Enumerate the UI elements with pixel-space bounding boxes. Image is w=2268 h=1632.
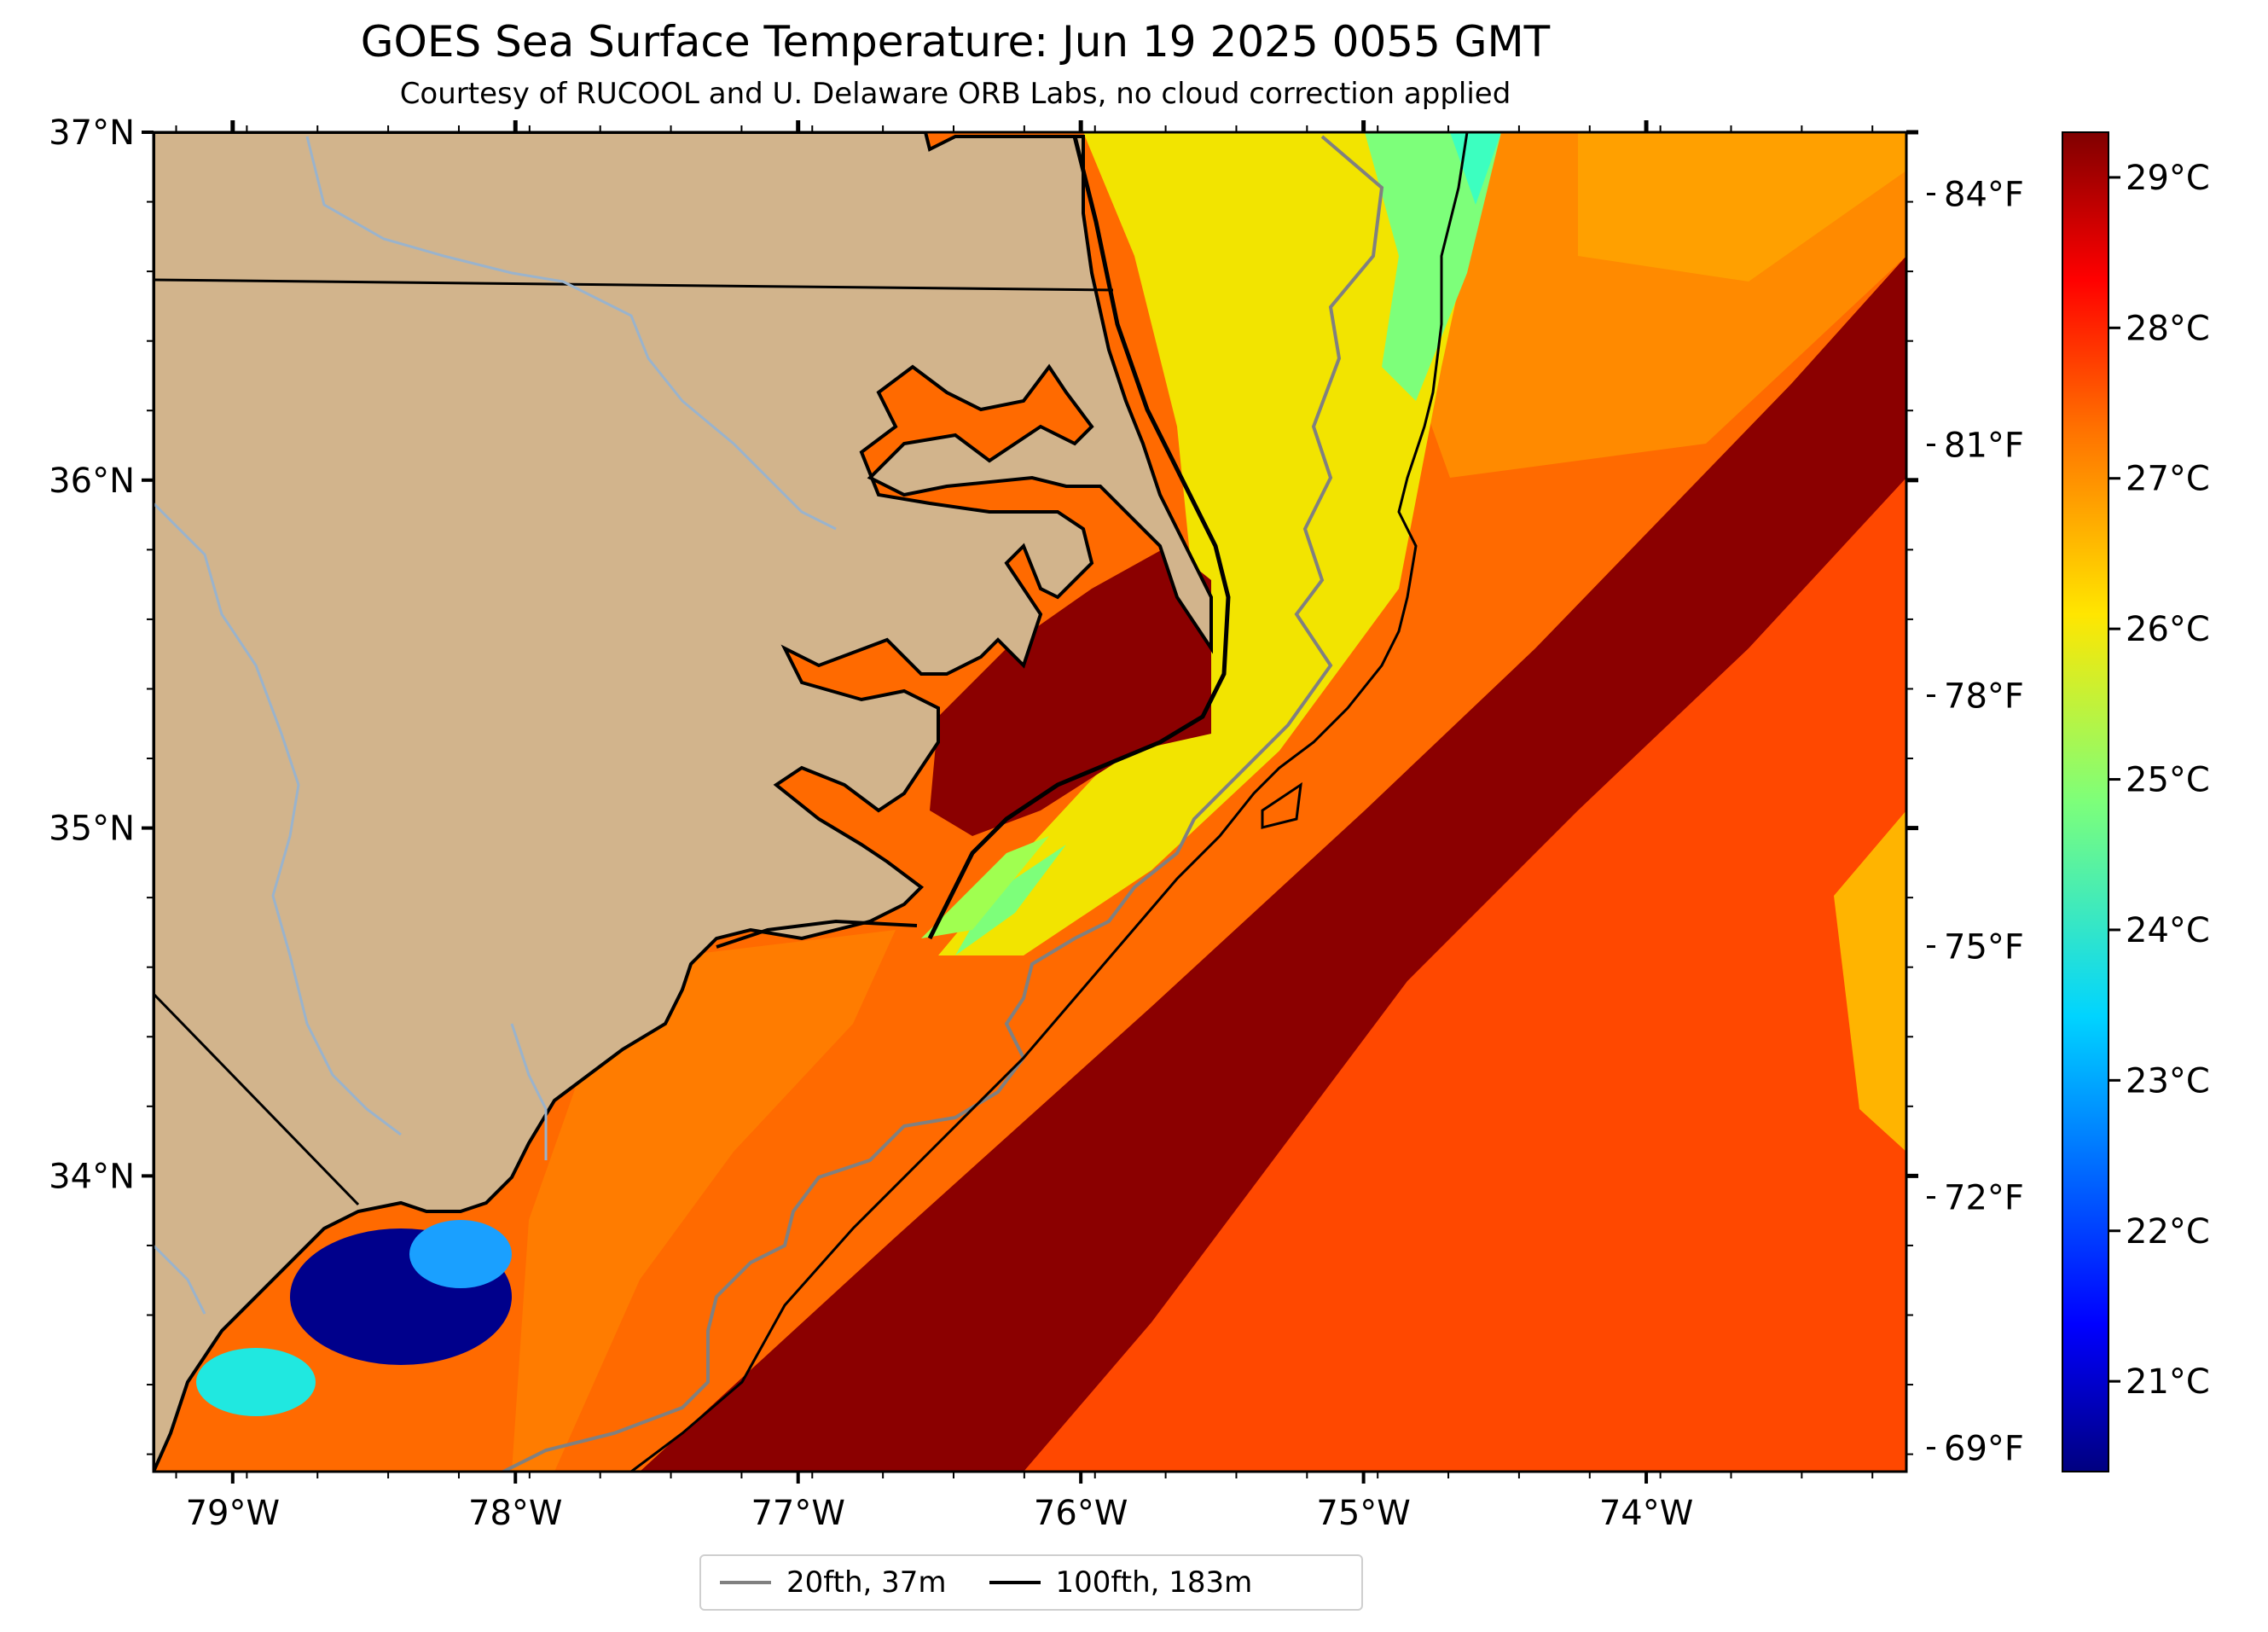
lat-tick-label: 35°N bbox=[49, 810, 135, 849]
fahrenheit-tick-label: 75°F bbox=[1944, 928, 2024, 967]
legend-line-100fth bbox=[989, 1581, 1041, 1584]
colorbar-ticks: 29°C 28°C 27°C 26°C 25°C 24°C 23°C 22°C 21°C bbox=[2108, 159, 2210, 1402]
lon-tick-label: 78°W bbox=[468, 1494, 562, 1533]
lat-tick-label: 36°N bbox=[49, 462, 135, 501]
fahrenheit-tick-label: 69°F bbox=[1944, 1430, 2024, 1469]
legend-label-20fth: 20fth, 37m bbox=[786, 1565, 947, 1600]
colorbar-tick-label: 22°C bbox=[2126, 1212, 2210, 1252]
colorbar bbox=[2062, 131, 2109, 1472]
lon-tick-label: 79°W bbox=[186, 1494, 280, 1533]
land bbox=[154, 132, 1231, 1472]
lat-tick-label: 37°N bbox=[49, 113, 135, 153]
colorbar-tick-label: 23°C bbox=[2126, 1061, 2210, 1101]
colorbar-tick-label: 25°C bbox=[2126, 761, 2210, 800]
colorbar-tick-label: 24°C bbox=[2126, 911, 2210, 950]
colorbar-tick-label: 21°C bbox=[2126, 1362, 2210, 1402]
chart-title: GOES Sea Surface Temperature: Jun 19 202… bbox=[360, 17, 1551, 67]
fahrenheit-tick-label: 84°F bbox=[1944, 176, 2024, 215]
lon-tick-label: 75°W bbox=[1316, 1494, 1410, 1533]
lon-tick-label: 74°W bbox=[1599, 1494, 1693, 1533]
colorbar-tick-label: 27°C bbox=[2126, 460, 2210, 499]
fahrenheit-tick-label: 81°F bbox=[1944, 427, 2024, 466]
fahrenheit-tick-label: 72°F bbox=[1944, 1179, 2024, 1218]
lon-tick-label: 76°W bbox=[1034, 1494, 1128, 1533]
legend-item-100fth: 100fth, 183m bbox=[989, 1565, 1253, 1600]
bathymetry-contours bbox=[502, 132, 1469, 1472]
legend-line-20fth bbox=[720, 1581, 771, 1584]
legend-label-100fth: 100fth, 183m bbox=[1055, 1565, 1253, 1600]
legend-item-20fth: 20fth, 37m bbox=[720, 1565, 947, 1600]
colorbar-tick-label: 26°C bbox=[2126, 610, 2210, 649]
lat-tick-label: 34°N bbox=[49, 1157, 135, 1196]
axis-ticks: 37°N 36°N 35°N 34°N 79°W 78°W 77°W 76°W 75°W 74°W… bbox=[49, 113, 2024, 1533]
map-frame bbox=[152, 131, 1908, 1473]
chart-subtitle: Courtesy of RUCOOL and U. Delaware ORB L… bbox=[399, 77, 1511, 111]
legend: 20fth, 37m 100fth, 183m bbox=[699, 1554, 1363, 1611]
colorbar-tick-label: 29°C bbox=[2126, 159, 2210, 198]
fahrenheit-tick-label: 78°F bbox=[1944, 677, 2024, 717]
colorbar-tick-label: 28°C bbox=[2126, 309, 2210, 348]
lon-tick-label: 77°W bbox=[751, 1494, 844, 1533]
